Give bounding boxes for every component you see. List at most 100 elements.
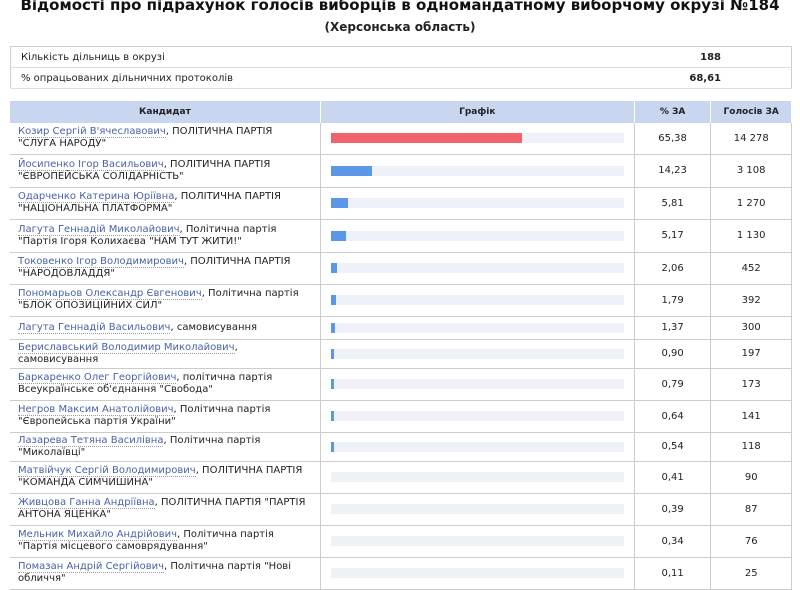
candidate-link[interactable]: Матвійчук Сергій Володимирович xyxy=(18,465,196,477)
vote-bar xyxy=(330,379,334,389)
votes-cell: 118 xyxy=(710,432,792,462)
page-title: Відомості про підрахунок голосів виборці… xyxy=(20,0,780,14)
header-pct: % ЗА xyxy=(634,101,712,123)
table-row: Пономарьов Олександр Євгенович, Політичн… xyxy=(10,284,792,317)
candidate-cell: Лагута Геннадій Миколайович, Політична п… xyxy=(10,219,321,253)
candidate-link[interactable]: Лазарева Тетяна Василівна xyxy=(18,434,164,447)
candidate-cell: Бериславський Володимир Миколайович, сам… xyxy=(10,339,321,369)
votes-cell: 197 xyxy=(710,339,792,369)
summary-label: % опрацьованих дільничних протоколів xyxy=(10,67,538,89)
candidate-link[interactable]: Йосипенко Ігор Васильович xyxy=(18,158,164,171)
candidate-cell: Пономарьов Олександр Євгенович, Політичн… xyxy=(10,284,321,317)
votes-cell: 76 xyxy=(710,525,792,558)
votes-cell: 25 xyxy=(710,557,792,590)
pct-cell: 0,39 xyxy=(634,493,712,526)
chart-cell xyxy=(320,284,635,317)
candidate-cell: Одарченко Катерина Юріївна, ПОЛІТИЧНА ПА… xyxy=(10,187,321,220)
candidate-link[interactable]: Живцова Ганна Андріївна xyxy=(18,497,155,509)
vote-bar xyxy=(330,198,348,208)
chart-cell xyxy=(320,525,635,558)
bar-track xyxy=(330,568,624,578)
votes-cell: 14 278 xyxy=(710,123,792,155)
candidate-link[interactable]: Помазан Андрій Сергійович xyxy=(18,561,165,573)
chart-cell xyxy=(320,154,635,188)
candidate-link[interactable]: Баркаренко Олег Георгійович xyxy=(18,372,177,384)
candidate-cell: Негров Максим Анатолійович, Політична па… xyxy=(10,400,321,433)
region-subtitle: (Херсонська область) xyxy=(324,20,476,34)
candidate-link[interactable]: Лагута Геннадій Васильович xyxy=(18,321,171,334)
candidate-link[interactable]: Негров Максим Анатолійович xyxy=(18,404,174,416)
candidate-cell: Лагута Геннадій Васильович, самовисуванн… xyxy=(10,316,321,340)
pct-cell: 0,41 xyxy=(634,461,712,494)
candidate-link[interactable]: Лагута Геннадій Миколайович xyxy=(18,223,180,236)
chart-cell xyxy=(320,339,635,369)
vote-bar xyxy=(330,322,335,333)
table-row: Одарченко Катерина Юріївна, ПОЛІТИЧНА ПА… xyxy=(10,187,792,220)
table-row: Лагута Геннадій Миколайович, Політична п… xyxy=(10,219,792,253)
bar-track xyxy=(330,411,624,421)
bar-track xyxy=(330,504,624,514)
results-table: Кандидат Графік % ЗА Голосів ЗА Козир Се… xyxy=(10,101,792,590)
votes-cell: 1 130 xyxy=(710,219,792,253)
candidate-link[interactable]: Козир Сергій В'ячеславович xyxy=(18,126,166,139)
pct-cell: 5,17 xyxy=(634,219,712,253)
party-text: , Політична партія "Партія місцевого сам… xyxy=(18,529,274,552)
candidate-cell: Козир Сергій В'ячеславович, ПОЛІТИЧНА ПА… xyxy=(10,123,321,155)
candidate-link[interactable]: Одарченко Катерина Юріївна xyxy=(18,191,175,203)
summary-table: Кількість дільниць в окрузі 188 % опрацьо… xyxy=(10,46,792,89)
candidate-cell: Матвійчук Сергій Володимирович, ПОЛІТИЧН… xyxy=(10,461,321,494)
candidate-link[interactable]: Мельник Михайло Андрійович xyxy=(18,529,178,541)
pct-cell: 1,79 xyxy=(634,284,712,317)
table-row: Йосипенко Ігор Васильович, ПОЛІТИЧНА ПАР… xyxy=(10,154,792,188)
table-row: Матвійчук Сергій Володимирович, ПОЛІТИЧН… xyxy=(10,461,792,494)
bar-track xyxy=(330,472,624,482)
party-text: , Політична партія "Європейська партія У… xyxy=(18,404,271,427)
party-text: , Політична партія "БЛОК ОПОЗИЦІЙНИХ СИЛ… xyxy=(18,288,299,311)
chart-cell xyxy=(320,493,635,526)
pct-cell: 0,64 xyxy=(634,400,712,433)
candidate-cell: Токовенко Ігор Володимирович, ПОЛІТИЧНА … xyxy=(10,252,321,285)
pct-cell: 1,37 xyxy=(634,316,712,340)
candidate-link[interactable]: Бериславський Володимир Миколайович xyxy=(18,341,235,354)
table-row: Негров Максим Анатолійович, Політична па… xyxy=(10,400,792,433)
summary-row: % опрацьованих дільничних протоколів 68,6… xyxy=(10,67,792,89)
votes-cell: 1 270 xyxy=(710,187,792,220)
party-text: , Політична партія "Партія Ігоря Колихає… xyxy=(18,223,277,247)
pct-cell: 65,38 xyxy=(634,123,712,155)
table-row: Мельник Михайло Андрійович, Політична па… xyxy=(10,525,792,558)
candidate-link[interactable]: Токовенко Ігор Володимирович xyxy=(18,256,184,268)
candidate-cell: Мельник Михайло Андрійович, Політична па… xyxy=(10,525,321,558)
table-row: Живцова Ганна Андріївна, ПОЛІТИЧНА ПАРТІ… xyxy=(10,493,792,526)
bar-track xyxy=(330,379,624,389)
party-text: , політична партія Всеукраїнське об'єдна… xyxy=(18,372,273,395)
bar-track xyxy=(330,263,624,273)
candidate-cell: Лазарева Тетяна Василівна, Політична пар… xyxy=(10,432,321,462)
table-row: Лагута Геннадій Васильович, самовисуванн… xyxy=(10,316,792,340)
table-row: Помазан Андрій Сергійович, Політична пар… xyxy=(10,557,792,590)
pct-cell: 14,23 xyxy=(634,154,712,188)
candidate-cell: Помазан Андрій Сергійович, Політична пар… xyxy=(10,557,321,590)
summary-label: Кількість дільниць в окрузі xyxy=(10,46,538,68)
vote-bar xyxy=(330,411,334,421)
chart-cell xyxy=(320,123,635,155)
candidate-link[interactable]: Пономарьов Олександр Євгенович xyxy=(18,288,202,300)
votes-cell: 3 108 xyxy=(710,154,792,188)
candidate-cell: Баркаренко Олег Георгійович, політична п… xyxy=(10,368,321,401)
votes-cell: 300 xyxy=(710,316,792,340)
bar-track xyxy=(330,348,624,359)
chart-cell xyxy=(320,432,635,462)
party-text: , самовисування xyxy=(170,321,258,333)
party-text: , ПОЛІТИЧНА ПАРТІЯ "НАРОДОВЛАДДЯ" xyxy=(18,256,291,279)
pct-cell: 0,90 xyxy=(634,339,712,369)
header-chart: Графік xyxy=(320,101,635,123)
votes-cell: 90 xyxy=(710,461,792,494)
bar-track xyxy=(330,536,624,546)
chart-cell xyxy=(320,187,635,220)
table-row: Бериславський Володимир Миколайович, сам… xyxy=(10,339,792,369)
candidate-cell: Йосипенко Ігор Васильович, ПОЛІТИЧНА ПАР… xyxy=(10,154,321,188)
party-text: , ПОЛІТИЧНА ПАРТІЯ "СЛУГА НАРОДУ" xyxy=(18,126,273,150)
party-text: , ПОЛІТИЧНА ПАРТІЯ "ПАРТІЯ АНТОНА ЯЦЕНКА… xyxy=(18,497,306,520)
pct-cell: 0,79 xyxy=(634,368,712,401)
chart-cell xyxy=(320,252,635,285)
votes-cell: 173 xyxy=(710,368,792,401)
